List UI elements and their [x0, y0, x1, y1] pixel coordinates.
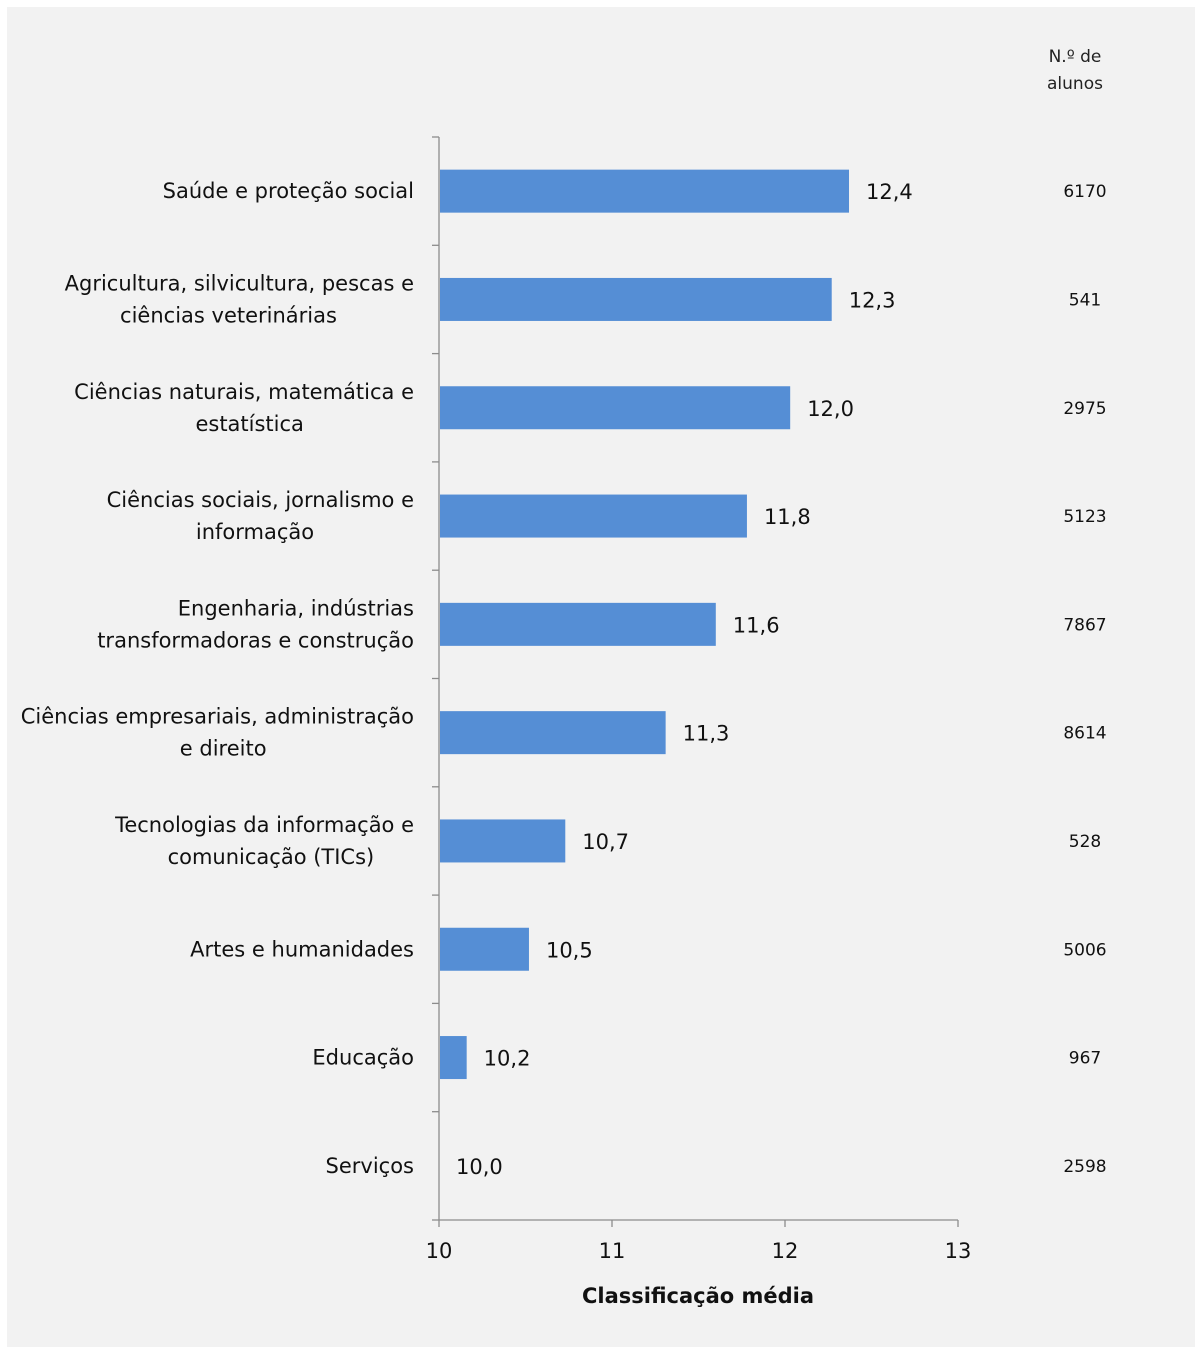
bars: [440, 169, 850, 1080]
bar-value-label: 11,3: [683, 722, 730, 746]
category-label: Artes e humanidades: [190, 937, 414, 961]
student-count: 5006: [1063, 940, 1106, 960]
category-label: Ciências sociais, jornalismo e informação: [107, 488, 414, 544]
student-count: 8614: [1063, 724, 1106, 744]
category-label: Serviços: [326, 1154, 414, 1178]
bar: [440, 494, 747, 538]
bar-chart: 10 11 12 13 12,4 Saúde e proteção social 6170 1…: [21, 136, 1107, 1308]
bar: [440, 277, 832, 321]
axes: [432, 136, 959, 1227]
students-header-line-1: N.º de: [1048, 47, 1102, 67]
bar: [440, 169, 850, 213]
student-count: 7867: [1063, 615, 1106, 635]
student-count: 2975: [1063, 399, 1106, 419]
students-header: N.º de alunos: [1015, 44, 1135, 98]
student-count: 5123: [1063, 507, 1106, 527]
bar-value-label: 11,8: [764, 505, 811, 529]
x-tick-label: 11: [599, 1239, 626, 1263]
student-count: 967: [1069, 1049, 1101, 1069]
category-label: Ciências empresariais, administração e di…: [21, 705, 414, 761]
bar: [440, 927, 529, 971]
bar-value-label: 10,2: [484, 1047, 531, 1071]
student-count: 6170: [1063, 182, 1106, 202]
x-tick-label: 13: [945, 1239, 972, 1263]
bar-value-label: 10,7: [582, 830, 629, 854]
category-label: Ciências naturais, matemática e estatísti…: [74, 380, 414, 436]
students-header-line-2: alunos: [1047, 74, 1103, 94]
labels: 10 11 12 13 12,4 Saúde e proteção social 6170 1…: [21, 179, 1107, 1263]
x-tick-label: 10: [426, 1239, 453, 1263]
student-count: 528: [1069, 832, 1101, 852]
bar: [440, 386, 791, 430]
bar-value-label: 11,6: [733, 613, 780, 637]
x-axis-title: Classificação média: [582, 1284, 814, 1308]
bar: [440, 602, 716, 646]
x-tick-label: 12: [772, 1239, 799, 1263]
student-count: 541: [1069, 290, 1101, 310]
category-label: Tecnologias da informação e comunicação (…: [114, 813, 414, 869]
bar-value-label: 12,0: [807, 397, 854, 421]
bar: [440, 1036, 467, 1080]
bar: [440, 711, 666, 755]
bar: [440, 819, 566, 863]
bar-value-label: 10,5: [546, 938, 593, 962]
bar-value-label: 12,4: [866, 180, 913, 204]
category-label: Engenharia, indústrias transformadoras e …: [97, 596, 414, 652]
category-label: Agricultura, silvicultura, pescas e ciênc…: [65, 271, 414, 327]
category-label: Educação: [312, 1046, 414, 1070]
bar-value-label: 10,0: [456, 1155, 503, 1179]
category-label: Saúde e proteção social: [163, 179, 414, 203]
bar-value-label: 12,3: [849, 288, 896, 312]
chart-panel: N.º de alunos 10 11 12 13 12,4 Saúde e proteç…: [7, 7, 1195, 1347]
student-count: 2598: [1063, 1157, 1106, 1177]
